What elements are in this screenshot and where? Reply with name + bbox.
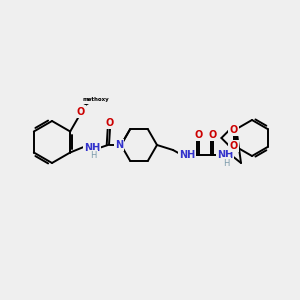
Text: NH: NH bbox=[84, 143, 100, 153]
Text: H: H bbox=[223, 158, 229, 167]
Text: NH: NH bbox=[179, 150, 195, 160]
Text: O: O bbox=[229, 125, 238, 135]
Text: O: O bbox=[209, 130, 217, 140]
Text: O: O bbox=[195, 130, 203, 140]
Text: H: H bbox=[90, 152, 96, 160]
Text: methoxy: methoxy bbox=[82, 97, 109, 102]
Text: O: O bbox=[76, 107, 85, 117]
Text: O: O bbox=[106, 118, 114, 128]
Text: O: O bbox=[229, 141, 238, 151]
Text: N: N bbox=[115, 140, 123, 150]
Text: NH: NH bbox=[217, 150, 233, 160]
